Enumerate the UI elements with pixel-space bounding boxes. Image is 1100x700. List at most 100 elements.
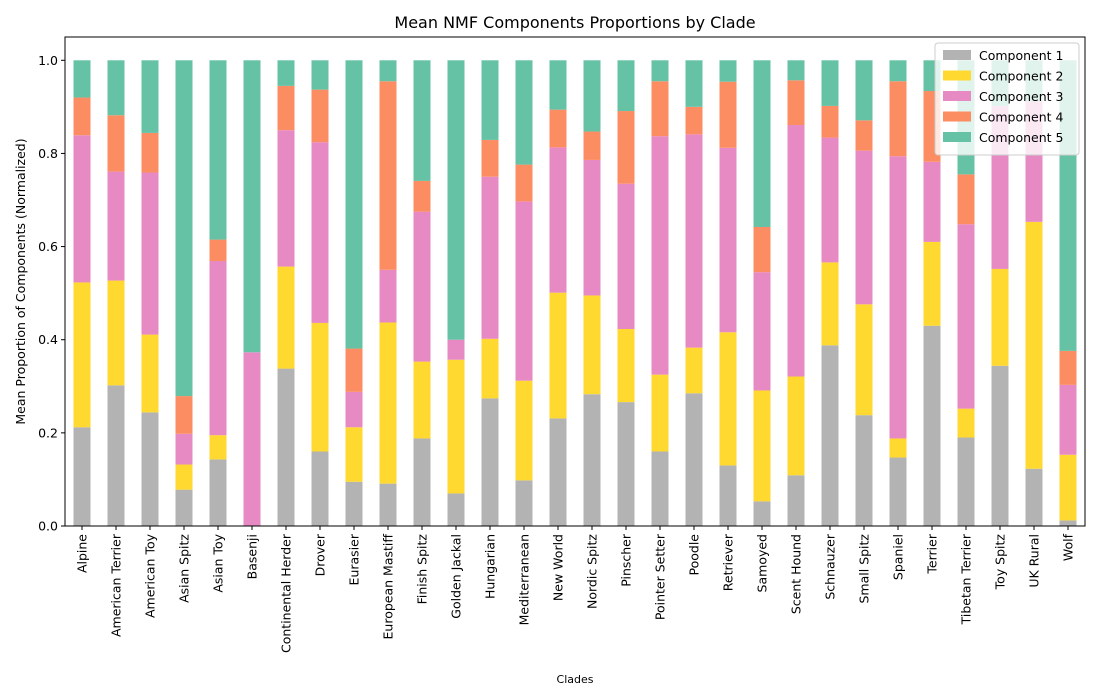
bar-segment-3	[175, 433, 193, 465]
bar-segment-1	[957, 437, 975, 526]
bar-segment-4	[413, 180, 431, 212]
bar-segment-5	[617, 60, 635, 112]
bar-segment-1	[515, 480, 533, 526]
x-tick-label: Drover	[313, 533, 328, 576]
bar-segment-3	[481, 176, 499, 339]
bar-segment-2	[311, 322, 329, 452]
bar-segment-4	[583, 131, 601, 160]
bar-segment-4	[141, 132, 159, 173]
bar-segment-2	[685, 347, 703, 394]
x-tick-label: Poodle	[687, 534, 702, 576]
x-tick-label: European Mastiff	[381, 534, 396, 640]
plot-frame	[64, 36, 1086, 527]
bar-segment-5	[345, 60, 363, 349]
y-tick-label: 0.4	[38, 332, 58, 347]
bar-segment-1	[651, 451, 669, 526]
legend-label: Component 2	[979, 69, 1064, 84]
bar-segment-1	[685, 393, 703, 526]
bar-segment-2	[481, 338, 499, 399]
x-tick-label: Alpine	[75, 534, 90, 573]
bar-segment-5	[209, 60, 227, 240]
x-tick-label: Schnauzer	[823, 533, 838, 599]
bar-segment-4	[107, 115, 125, 172]
legend-label: Component 3	[979, 89, 1064, 104]
x-tick-label: American Terrier	[109, 533, 124, 637]
bar-segment-4	[753, 227, 771, 273]
bar-segment-2	[855, 304, 873, 416]
bar-segment-3	[107, 171, 125, 281]
bar-segment-1	[617, 402, 635, 526]
bar-segment-2	[379, 322, 397, 484]
x-tick-label: Finish Spitz	[415, 534, 430, 605]
bar-segment-5	[719, 60, 737, 82]
bar-segment-4	[889, 81, 907, 157]
bar-segment-1	[481, 398, 499, 526]
bar-segment-3	[889, 156, 907, 439]
bar-segment-4	[209, 239, 227, 262]
bar-segment-3	[651, 136, 669, 375]
bar-segment-5	[787, 60, 805, 81]
x-tick-label: Samoyed	[755, 534, 770, 592]
bar-segment-4	[787, 80, 805, 126]
bar-segment-4	[855, 120, 873, 151]
bar-segment-4	[345, 348, 363, 392]
bar-segment-3	[311, 142, 329, 323]
bar-segment-4	[379, 81, 397, 270]
bar-segment-1	[787, 475, 805, 526]
bar-segment-5	[413, 60, 431, 181]
bar-segment-1	[855, 415, 873, 526]
y-tick-label: 0.6	[38, 239, 58, 254]
bar-segment-3	[685, 134, 703, 348]
x-tick-label: Retriever	[721, 533, 736, 591]
bar-segment-2	[515, 380, 533, 481]
bar-segment-3	[277, 130, 295, 267]
bar-segment-1	[107, 385, 125, 526]
legend-swatch	[943, 70, 971, 81]
bar-segment-4	[719, 81, 737, 148]
legend-label: Component 1	[979, 48, 1064, 63]
legend-swatch	[943, 132, 971, 142]
bar-segment-3	[73, 135, 91, 283]
bar-segment-4	[651, 81, 669, 137]
bar-segment-3	[549, 147, 567, 293]
bar-segment-3	[753, 272, 771, 391]
bar-segment-2	[447, 359, 465, 494]
bar-segment-1	[821, 345, 839, 526]
bar-segment-3	[1059, 384, 1077, 455]
bar-segment-5	[107, 60, 125, 116]
bar-segment-1	[719, 465, 737, 526]
legend-swatch	[943, 50, 971, 60]
bar-segment-5	[889, 60, 907, 82]
x-tick-label: Asian Spitz	[177, 534, 192, 603]
bar-segment-2	[753, 390, 771, 502]
bar-segment-5	[753, 60, 771, 228]
x-axis-ticks: Alpine American Terrier American Toy Asian …	[75, 526, 1076, 653]
bar-segment-5	[311, 60, 329, 90]
bar-segment-3	[583, 159, 601, 296]
bar-segment-3	[617, 183, 635, 329]
bar-segment-3	[413, 211, 431, 362]
bar-segment-4	[617, 111, 635, 184]
bar-segment-3	[957, 224, 975, 409]
bar-segment-2	[787, 376, 805, 476]
bar-segment-2	[923, 241, 941, 326]
bar-segment-2	[107, 280, 125, 386]
bar-segment-5	[855, 60, 873, 121]
x-tick-label: UK Rural	[1027, 534, 1042, 588]
bar-segment-3	[209, 261, 227, 436]
bar-segment-1	[175, 489, 193, 526]
bar-segment-1	[753, 501, 771, 526]
x-tick-label: Mediterranean	[517, 534, 532, 625]
bar-segment-2	[1025, 221, 1043, 469]
bar-segment-2	[175, 464, 193, 490]
bar-segment-2	[413, 361, 431, 439]
x-tick-label: Toy Spitz	[993, 534, 1008, 591]
x-tick-label: Small Spitz	[857, 534, 872, 604]
bar-segment-4	[73, 97, 91, 136]
y-axis-label: Mean Proportion of Components (Normalize…	[13, 138, 28, 424]
bar-segment-2	[209, 435, 227, 460]
bar-segment-2	[141, 334, 159, 413]
bar-segment-5	[73, 60, 91, 98]
bar-segment-2	[549, 292, 567, 419]
bar-segment-2	[617, 329, 635, 403]
